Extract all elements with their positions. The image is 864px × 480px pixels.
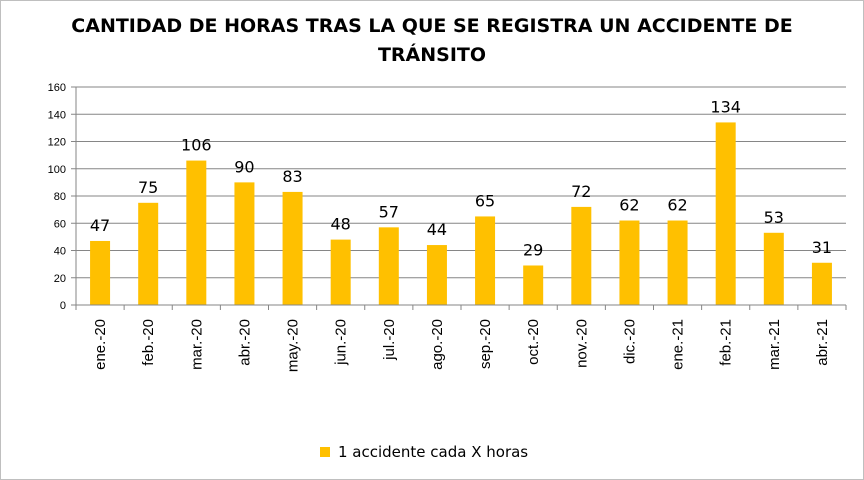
y-tick-label: 0 <box>60 300 66 312</box>
x-tick-label: sep.-20 <box>477 319 494 369</box>
bar <box>330 239 351 305</box>
y-tick-label: 60 <box>54 218 66 230</box>
bar <box>426 245 447 305</box>
bar <box>715 122 736 305</box>
data-label: 65 <box>475 191 495 210</box>
bars <box>90 122 832 305</box>
x-tick-label: ene.-20 <box>92 319 109 370</box>
data-labels: 47 75 106 90 83 48 57 44 65 29 72 62 62 134 53 31 <box>90 97 832 259</box>
x-tick-label: ago.-20 <box>429 319 446 370</box>
y-tick-label: 20 <box>54 273 66 285</box>
data-label: 53 <box>764 208 784 227</box>
y-axis: 0 20 40 60 80 100 120 140 160 <box>48 82 77 312</box>
data-label: 62 <box>667 196 687 215</box>
data-label: 48 <box>331 215 351 234</box>
y-tick-label: 120 <box>48 137 66 149</box>
data-label: 62 <box>619 196 639 215</box>
x-tick-label: nov.-20 <box>573 319 590 368</box>
legend-label: 1 accidente cada X horas <box>338 443 529 461</box>
bar <box>619 220 640 305</box>
x-axis: ene.-20 feb.-20 mar.-20 abr.-20 may.-20 jun.-… <box>75 304 847 372</box>
y-tick-label: 80 <box>54 191 66 203</box>
data-label: 75 <box>138 178 158 197</box>
y-tick-label: 140 <box>48 109 66 121</box>
bar <box>523 265 544 305</box>
chart-title: CANTIDAD DE HORAS TRAS LA QUE SE REGISTR… <box>71 15 793 66</box>
bar <box>475 216 496 305</box>
x-tick-label: ene.-21 <box>670 319 687 370</box>
x-tick-label: jun.-20 <box>333 319 350 366</box>
bar <box>667 220 688 305</box>
data-label: 106 <box>181 136 212 155</box>
data-label: 44 <box>427 220 447 239</box>
x-tick-label: oct.-20 <box>525 319 542 365</box>
data-label: 31 <box>812 238 832 257</box>
x-tick-label: abr.-21 <box>814 319 831 366</box>
data-label: 90 <box>234 157 254 176</box>
x-tick-label: jul.-20 <box>381 319 398 361</box>
data-label: 83 <box>282 167 302 186</box>
y-tick-label: 40 <box>54 246 66 258</box>
bar <box>282 191 303 305</box>
bar <box>90 240 111 305</box>
x-tick-label: dic.-20 <box>621 319 638 364</box>
x-tick-label: mar.-20 <box>188 319 205 370</box>
x-tick-label: feb.-20 <box>140 319 157 366</box>
legend: 1 accidente cada X horas <box>320 441 528 463</box>
y-tick-label: 100 <box>48 164 66 176</box>
data-label: 134 <box>710 97 741 116</box>
bar <box>234 182 255 305</box>
bar <box>811 262 832 305</box>
bar <box>571 206 592 305</box>
data-label: 57 <box>379 202 399 221</box>
x-tick-label: abr.-20 <box>236 319 253 366</box>
x-tick-label: mar.-21 <box>766 319 783 370</box>
data-label: 29 <box>523 240 543 259</box>
bar <box>186 160 207 305</box>
y-tick-label: 160 <box>48 82 66 94</box>
bar <box>138 202 159 305</box>
data-label: 72 <box>571 182 591 201</box>
x-tick-label: feb.-21 <box>718 319 735 366</box>
bar <box>763 232 784 305</box>
x-tick-label: may.-20 <box>285 319 302 372</box>
data-label: 47 <box>90 216 110 235</box>
bar <box>378 227 399 305</box>
legend-swatch <box>320 447 330 457</box>
